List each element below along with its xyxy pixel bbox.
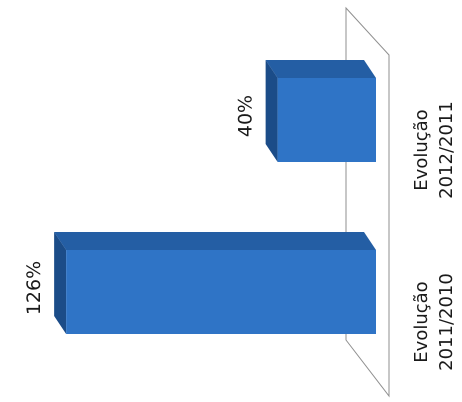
bar-end-face: [54, 232, 67, 334]
value-label: 126%: [23, 261, 45, 315]
value-label: 40%: [235, 95, 257, 137]
category-label-line-2: 2012/2011: [436, 101, 457, 199]
bar-front-face: [66, 250, 376, 334]
chart-base-plane: [345, 6, 390, 398]
bar-2: [265, 60, 376, 162]
category-label-line-1: Evolução: [411, 109, 432, 190]
category-label-line-2: 2011/2010: [436, 273, 457, 371]
bar-top-face: [54, 232, 377, 250]
bar-1: [54, 232, 377, 334]
category-label-line-1: Evolução: [411, 281, 432, 362]
bar-top-face: [265, 60, 376, 78]
bar-front-face: [277, 78, 376, 162]
bar-end-face: [265, 60, 278, 162]
